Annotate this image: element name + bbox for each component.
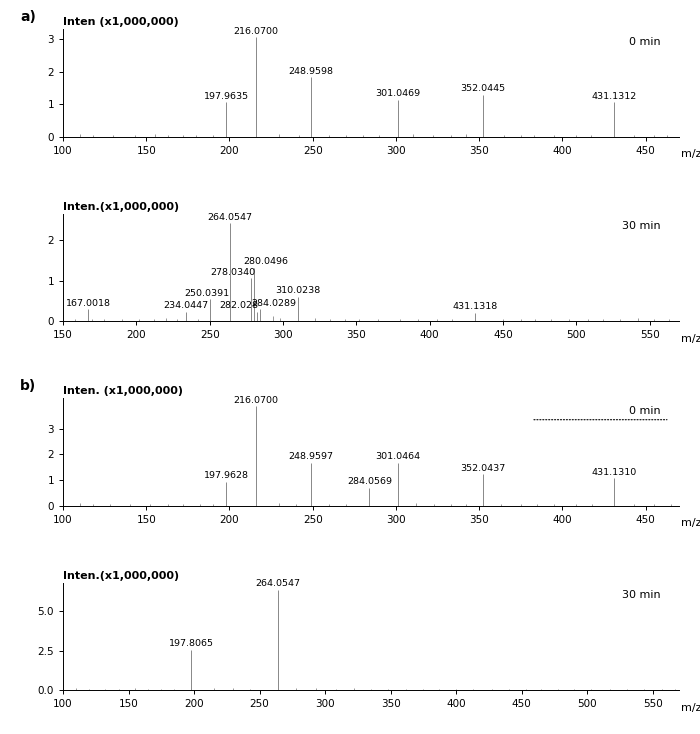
Text: 431.1318: 431.1318	[453, 302, 498, 311]
X-axis label: m/z: m/z	[681, 703, 700, 713]
Text: 301.0469: 301.0469	[375, 90, 420, 98]
X-axis label: m/z: m/z	[681, 518, 700, 528]
Text: b): b)	[20, 379, 36, 393]
Text: 352.0445: 352.0445	[460, 84, 505, 93]
Text: 197.9628: 197.9628	[204, 471, 248, 481]
Text: 310.0238: 310.0238	[275, 286, 321, 295]
Text: 216.0700: 216.0700	[234, 26, 279, 35]
Text: 264.0547: 264.0547	[208, 213, 253, 222]
Text: 0 min: 0 min	[629, 37, 661, 47]
Text: 0 min: 0 min	[629, 406, 661, 415]
Text: 431.1312: 431.1312	[592, 92, 637, 101]
X-axis label: m/z: m/z	[681, 150, 700, 159]
Text: 197.9635: 197.9635	[204, 92, 248, 101]
Text: 431.1310: 431.1310	[592, 468, 637, 476]
Text: 248.9598: 248.9598	[288, 67, 333, 76]
Text: 284.0289: 284.0289	[252, 299, 297, 308]
Text: a): a)	[20, 10, 36, 24]
Text: Inten.(x1,000,000): Inten.(x1,000,000)	[63, 202, 179, 211]
Text: 167.0018: 167.0018	[65, 299, 111, 308]
Text: 284.0569: 284.0569	[347, 477, 392, 486]
Text: Inten (x1,000,000): Inten (x1,000,000)	[63, 17, 178, 27]
Text: 282.028: 282.028	[220, 301, 258, 310]
X-axis label: m/z: m/z	[681, 334, 700, 344]
Text: 280.0496: 280.0496	[243, 257, 288, 266]
Text: 278.0340: 278.0340	[211, 267, 256, 277]
Text: 352.0437: 352.0437	[460, 464, 505, 473]
Text: 197.8065: 197.8065	[169, 639, 214, 648]
Text: 30 min: 30 min	[622, 590, 661, 600]
Text: 216.0700: 216.0700	[234, 396, 279, 405]
Text: Inten. (x1,000,000): Inten. (x1,000,000)	[63, 386, 183, 396]
Text: 250.0391: 250.0391	[184, 288, 230, 297]
Text: 30 min: 30 min	[622, 222, 661, 231]
Text: 301.0464: 301.0464	[375, 452, 420, 462]
Text: 264.0547: 264.0547	[256, 579, 300, 588]
Text: 248.9597: 248.9597	[288, 452, 333, 462]
Text: Inten.(x1,000,000): Inten.(x1,000,000)	[63, 570, 179, 581]
Text: 234.0447: 234.0447	[164, 301, 209, 310]
